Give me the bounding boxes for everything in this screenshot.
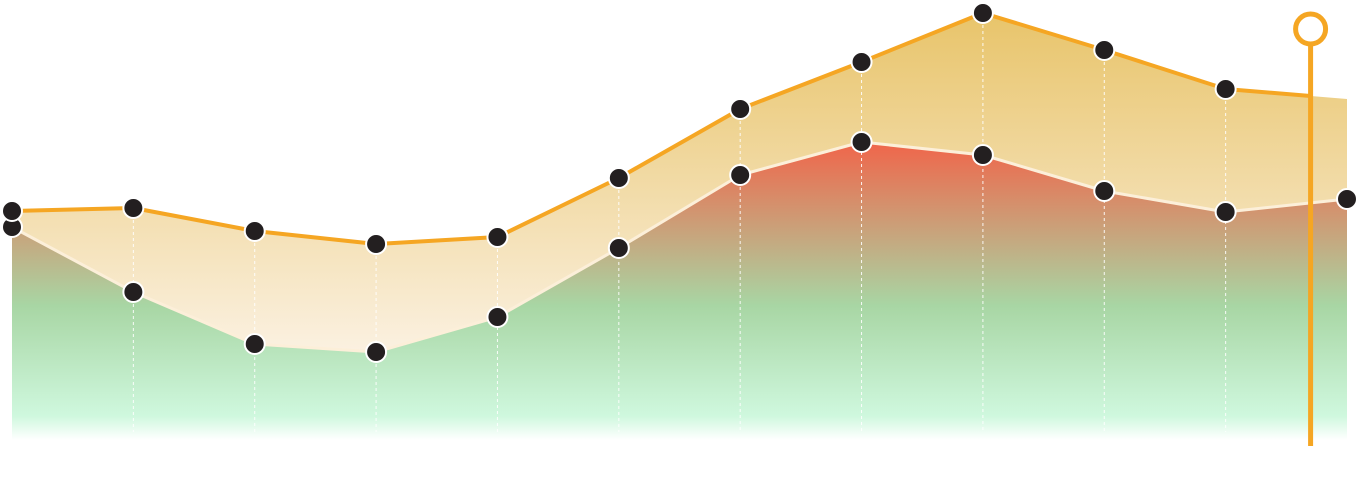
lower-series-point: [1336, 188, 1358, 210]
upper-series-point: [1, 200, 23, 222]
lower-series-point: [365, 341, 388, 363]
lower-series-point: [850, 131, 873, 153]
upper-series-line: [11, 11, 1311, 246]
lower-series-point: [486, 306, 509, 328]
upper-series-point: [729, 98, 752, 120]
lower-series-point: [971, 144, 994, 166]
lower-series-line: [11, 140, 1348, 354]
upper-series-point: [1214, 78, 1237, 100]
upper-series-point: [365, 233, 388, 255]
upper-series-point: [850, 51, 873, 73]
lower-series-point: [243, 333, 266, 355]
lower-series-point: [607, 237, 630, 259]
lower-series-point: [1214, 201, 1237, 223]
upper-series-point: [243, 220, 266, 242]
upper-series-point: [971, 2, 994, 24]
upper-series-point: [607, 167, 630, 189]
lower-series-area: [12, 142, 1347, 440]
lower-series-point: [122, 281, 145, 303]
lower-series-point: [729, 164, 752, 186]
upper-series-band: [12, 13, 1347, 352]
lower-series-point: [1093, 180, 1116, 202]
upper-series-point: [486, 226, 509, 248]
upper-series-point: [1093, 39, 1116, 61]
upper-series-point: [122, 197, 145, 219]
cursor-handle: [1293, 11, 1329, 47]
